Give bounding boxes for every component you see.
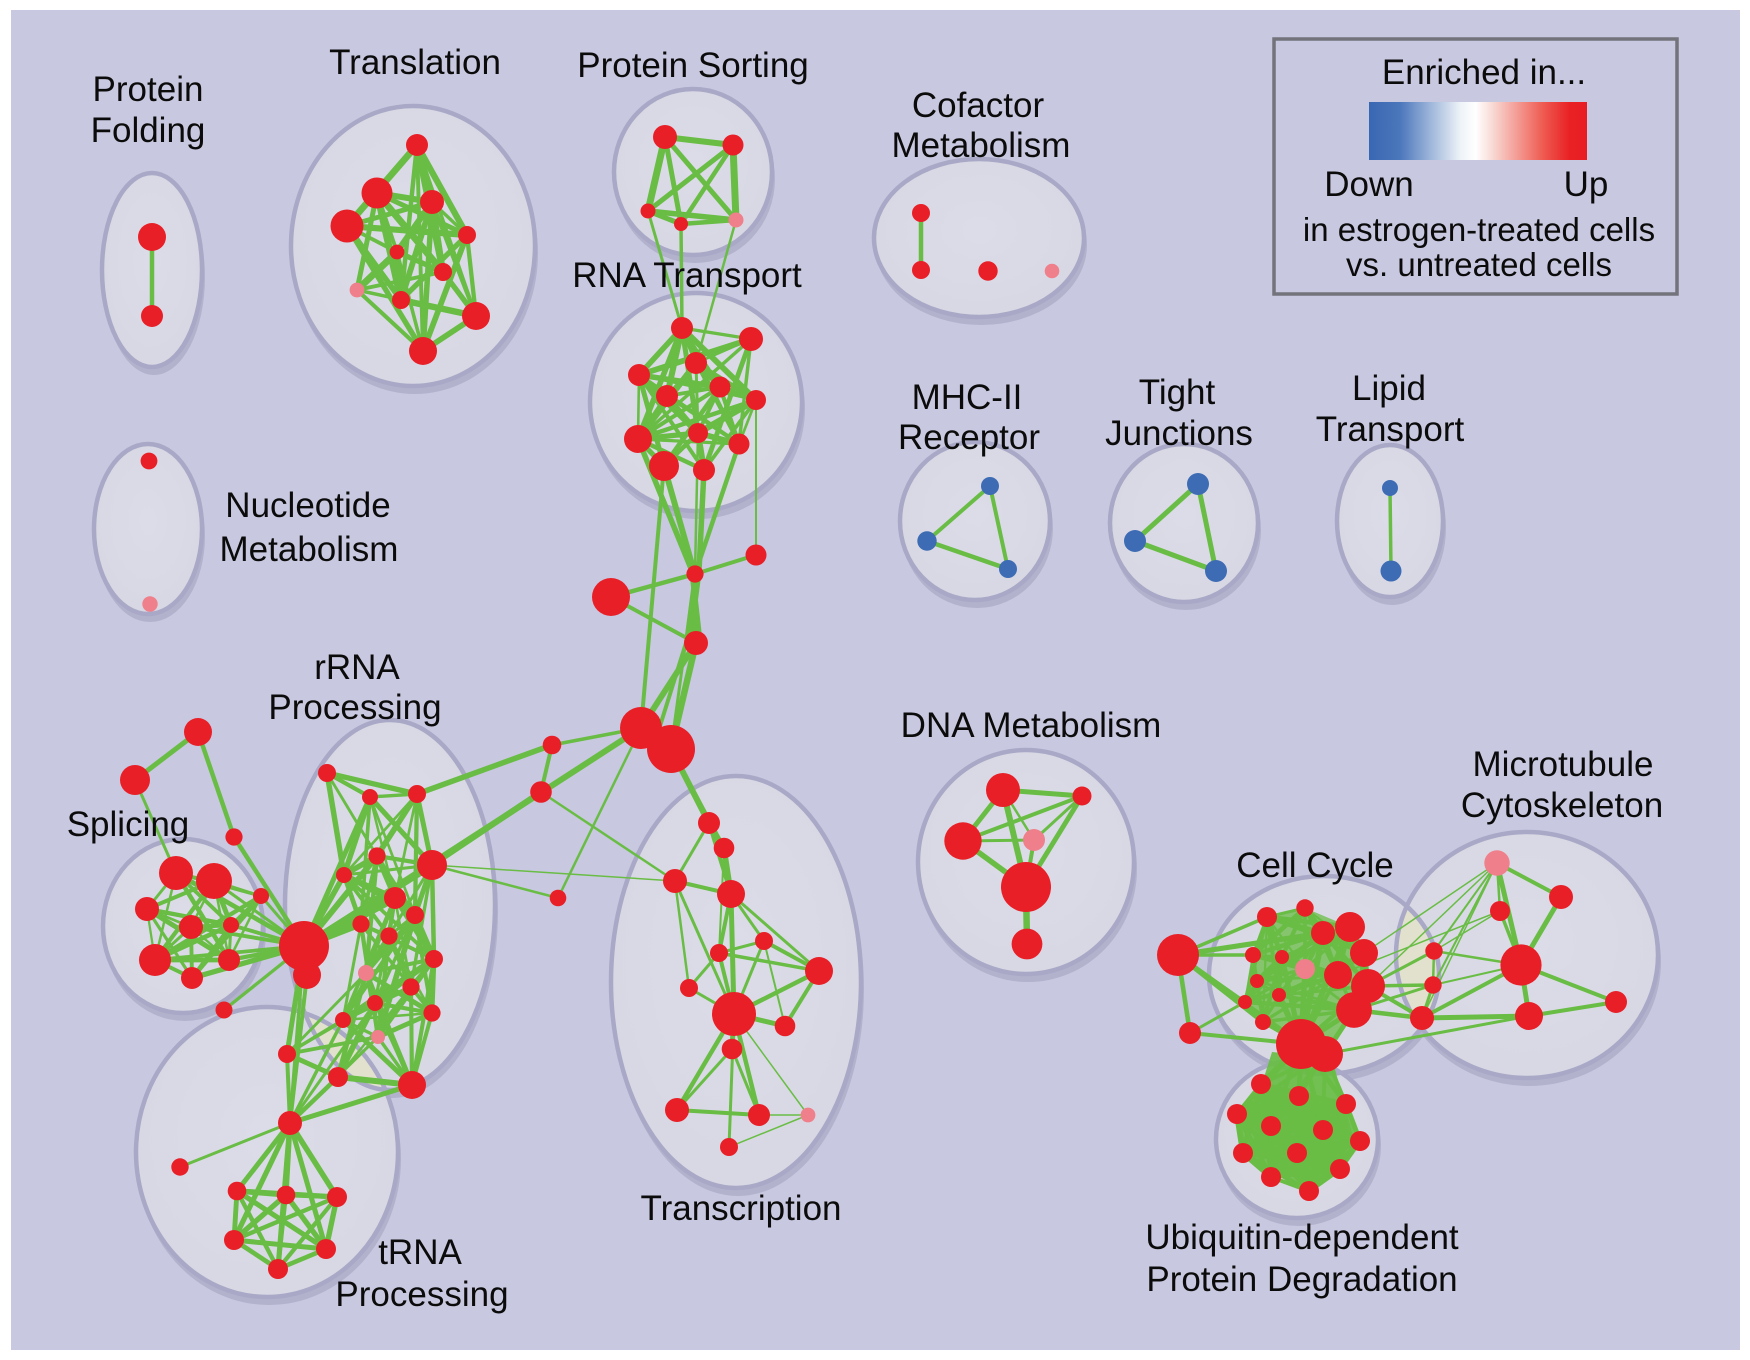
- svg-text:Nucleotide: Nucleotide: [225, 486, 390, 525]
- svg-text:Receptor: Receptor: [898, 418, 1040, 457]
- svg-text:Folding: Folding: [91, 111, 206, 150]
- svg-text:Translation: Translation: [329, 43, 501, 82]
- svg-text:vs. untreated cells: vs. untreated cells: [1346, 246, 1612, 283]
- svg-text:Ubiquitin-dependent: Ubiquitin-dependent: [1145, 1218, 1459, 1257]
- svg-text:Microtubule: Microtubule: [1473, 745, 1654, 784]
- svg-text:Protein Sorting: Protein Sorting: [577, 46, 809, 85]
- svg-text:Processing: Processing: [335, 1275, 508, 1314]
- svg-text:Protein: Protein: [93, 70, 204, 109]
- svg-text:in estrogen-treated cells: in estrogen-treated cells: [1303, 211, 1655, 248]
- svg-text:Cytoskeleton: Cytoskeleton: [1461, 786, 1663, 825]
- svg-text:Cell Cycle: Cell Cycle: [1236, 846, 1394, 885]
- svg-text:tRNA: tRNA: [378, 1233, 462, 1272]
- svg-text:Metabolism: Metabolism: [892, 126, 1071, 165]
- svg-text:Splicing: Splicing: [67, 805, 190, 844]
- svg-text:Tight: Tight: [1139, 373, 1216, 412]
- svg-text:Transport: Transport: [1316, 410, 1465, 449]
- svg-text:DNA Metabolism: DNA Metabolism: [901, 706, 1162, 745]
- svg-text:Processing: Processing: [268, 688, 441, 727]
- svg-text:MHC-II: MHC-II: [912, 378, 1023, 417]
- svg-text:Down: Down: [1324, 165, 1413, 204]
- svg-text:Transcription: Transcription: [641, 1189, 842, 1228]
- svg-text:Up: Up: [1564, 165, 1609, 204]
- svg-text:Protein Degradation: Protein Degradation: [1146, 1260, 1457, 1299]
- svg-text:Enriched in...: Enriched in...: [1382, 53, 1586, 92]
- svg-text:RNA Transport: RNA Transport: [572, 256, 802, 295]
- svg-text:Lipid: Lipid: [1352, 369, 1426, 408]
- svg-text:Junctions: Junctions: [1105, 414, 1253, 453]
- svg-text:Metabolism: Metabolism: [220, 530, 399, 569]
- svg-text:Cofactor: Cofactor: [912, 86, 1045, 125]
- svg-text:rRNA: rRNA: [314, 648, 400, 687]
